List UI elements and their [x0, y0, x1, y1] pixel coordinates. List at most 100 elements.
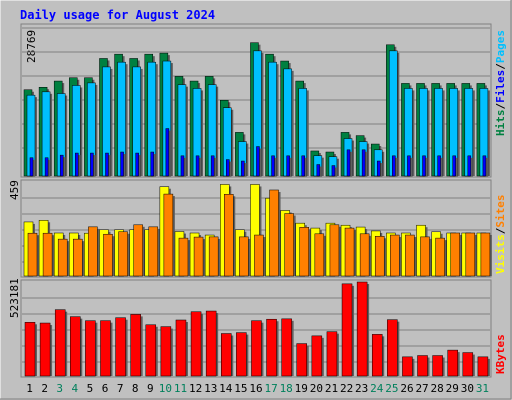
bar-kbytes-day-23 [356, 281, 368, 377]
legend-item-pages: Pages [494, 30, 507, 63]
bar-shadow-pages-22 [349, 151, 353, 176]
bar-kbytes-day-1 [24, 322, 36, 377]
bar-kbytes-day-7 [115, 317, 126, 377]
bar-sites-day-22 [344, 227, 355, 277]
bar-kbytes-day-24 [371, 334, 383, 377]
bar-kbytes-day-17 [266, 318, 277, 377]
x-tick-label-day-13: 13 [204, 382, 217, 395]
bar-kbytes-day-11 [175, 319, 187, 377]
bar-sites-day-7 [118, 231, 128, 277]
bar-sites-day-14 [224, 194, 234, 277]
x-tick-label-day-19: 19 [295, 382, 308, 395]
bar-shadow-pages-7 [122, 154, 126, 176]
bar-kbytes-day-30 [462, 352, 474, 377]
bar-pages-day-9 [150, 151, 155, 177]
bar-pages-day-31 [482, 155, 487, 177]
bar-sites-day-26 [405, 234, 415, 277]
bar-sites-day-19 [299, 227, 309, 277]
x-tick-label-day-24: 24 [370, 382, 384, 395]
legend-item-slash: / [494, 227, 507, 234]
bar-sites-day-31 [480, 232, 491, 277]
bar-pages-day-4 [75, 152, 79, 177]
bar-shadow-pages-8 [137, 155, 141, 176]
bar-kbytes-day-27 [417, 355, 428, 377]
bar-shadow-pages-6 [107, 155, 111, 176]
bar-kbytes-day-12 [190, 311, 202, 377]
bar-kbytes-day-4 [70, 316, 81, 377]
bar-sites-day-11 [178, 237, 189, 277]
bar-pages-day-24 [376, 160, 381, 177]
legend-hits-files-pages: Hits/Files/Pages [494, 30, 507, 136]
kbytes-panel-max-label: 523181 [8, 278, 21, 318]
x-tick-label-day-1: 1 [26, 382, 33, 395]
panel-kbytes-frame [20, 279, 492, 378]
bar-pages-day-22 [346, 149, 351, 177]
bar-shadow-pages-30 [469, 157, 473, 176]
legend-item-hits: Hits [494, 110, 507, 137]
bar-kbytes-day-26 [402, 356, 413, 377]
bar-kbytes-day-16 [251, 320, 262, 377]
bar-shadow-pages-2 [47, 159, 51, 176]
bar-pages-day-18 [286, 155, 290, 177]
bar-pages-day-6 [105, 152, 109, 177]
legend-item-visits: Visits [494, 234, 507, 274]
bar-sites-day-24 [374, 236, 385, 277]
legend-item-kbytes: KBytes [494, 334, 507, 374]
x-tick-label-day-31: 31 [476, 382, 489, 395]
x-tick-label-day-30: 30 [461, 382, 474, 395]
bar-shadow-pages-21 [333, 167, 337, 176]
legend-item-slash: / [494, 103, 507, 110]
legend-visits-sites-text: Visits/Sites [494, 195, 507, 275]
chart-title: Daily usage for August 2024 [20, 8, 215, 22]
legend-hits-files-pages-text: Hits/Files/Pages [494, 30, 507, 136]
bar-kbytes-day-19 [296, 343, 307, 377]
bar-sites-day-23 [359, 233, 370, 277]
x-tick-label-day-29: 29 [446, 382, 459, 395]
x-tick-label-day-11: 11 [174, 382, 187, 395]
x-tick-label-day-21: 21 [325, 382, 338, 395]
legend-kbytes: KBytes [494, 334, 507, 374]
bar-kbytes-day-9 [145, 324, 157, 377]
x-tick-label-day-28: 28 [431, 382, 444, 395]
x-tick-label-day-5: 5 [87, 382, 94, 395]
bar-shadow-pages-29 [454, 157, 458, 176]
bar-shadow-pages-13 [213, 157, 217, 176]
bar-pages-day-15 [241, 160, 245, 177]
hits-panel-max-label: 28769 [25, 30, 38, 63]
bar-sites-day-17 [269, 189, 279, 277]
bar-pages-day-29 [452, 155, 456, 177]
bar-shadow-pages-10 [167, 130, 171, 176]
bar-shadow-pages-26 [409, 157, 413, 176]
x-tick-label-day-4: 4 [72, 382, 79, 395]
x-tick-label-day-2: 2 [41, 382, 48, 395]
bar-pages-day-13 [210, 155, 215, 177]
bar-kbytes-day-8 [130, 314, 141, 377]
bar-shadow-pages-31 [484, 157, 488, 176]
bar-pages-day-11 [180, 155, 185, 177]
bar-shadow-pages-17 [273, 157, 277, 176]
x-tick-label-day-3: 3 [56, 382, 63, 395]
visits-panel-max-label: 459 [8, 180, 21, 200]
bar-sites-day-21 [329, 224, 340, 277]
bar-sites-day-27 [420, 236, 430, 277]
bar-kbytes-day-31 [477, 356, 489, 377]
bar-sites-day-9 [148, 226, 159, 277]
bar-sites-day-29 [450, 232, 460, 277]
bar-kbytes-day-6 [100, 320, 111, 377]
bar-kbytes-day-2 [39, 322, 51, 377]
bar-shadow-pages-23 [364, 151, 368, 176]
x-tick-label-day-20: 20 [310, 382, 323, 395]
bar-pages-day-20 [316, 164, 321, 177]
bar-pages-day-10 [165, 128, 170, 177]
x-tick-label-day-9: 9 [147, 382, 154, 395]
x-tick-label-day-22: 22 [340, 382, 353, 395]
bar-kbytes-day-5 [85, 320, 96, 377]
bar-pages-day-25 [392, 155, 396, 177]
x-tick-label-day-16: 16 [249, 382, 262, 395]
bar-sites-day-3 [57, 238, 68, 277]
bar-pages-day-16 [256, 146, 260, 177]
bar-pages-day-21 [331, 165, 336, 177]
bar-kbytes-day-21 [326, 331, 338, 377]
legend-item-slash: / [494, 63, 507, 70]
bar-kbytes-day-28 [432, 355, 443, 377]
